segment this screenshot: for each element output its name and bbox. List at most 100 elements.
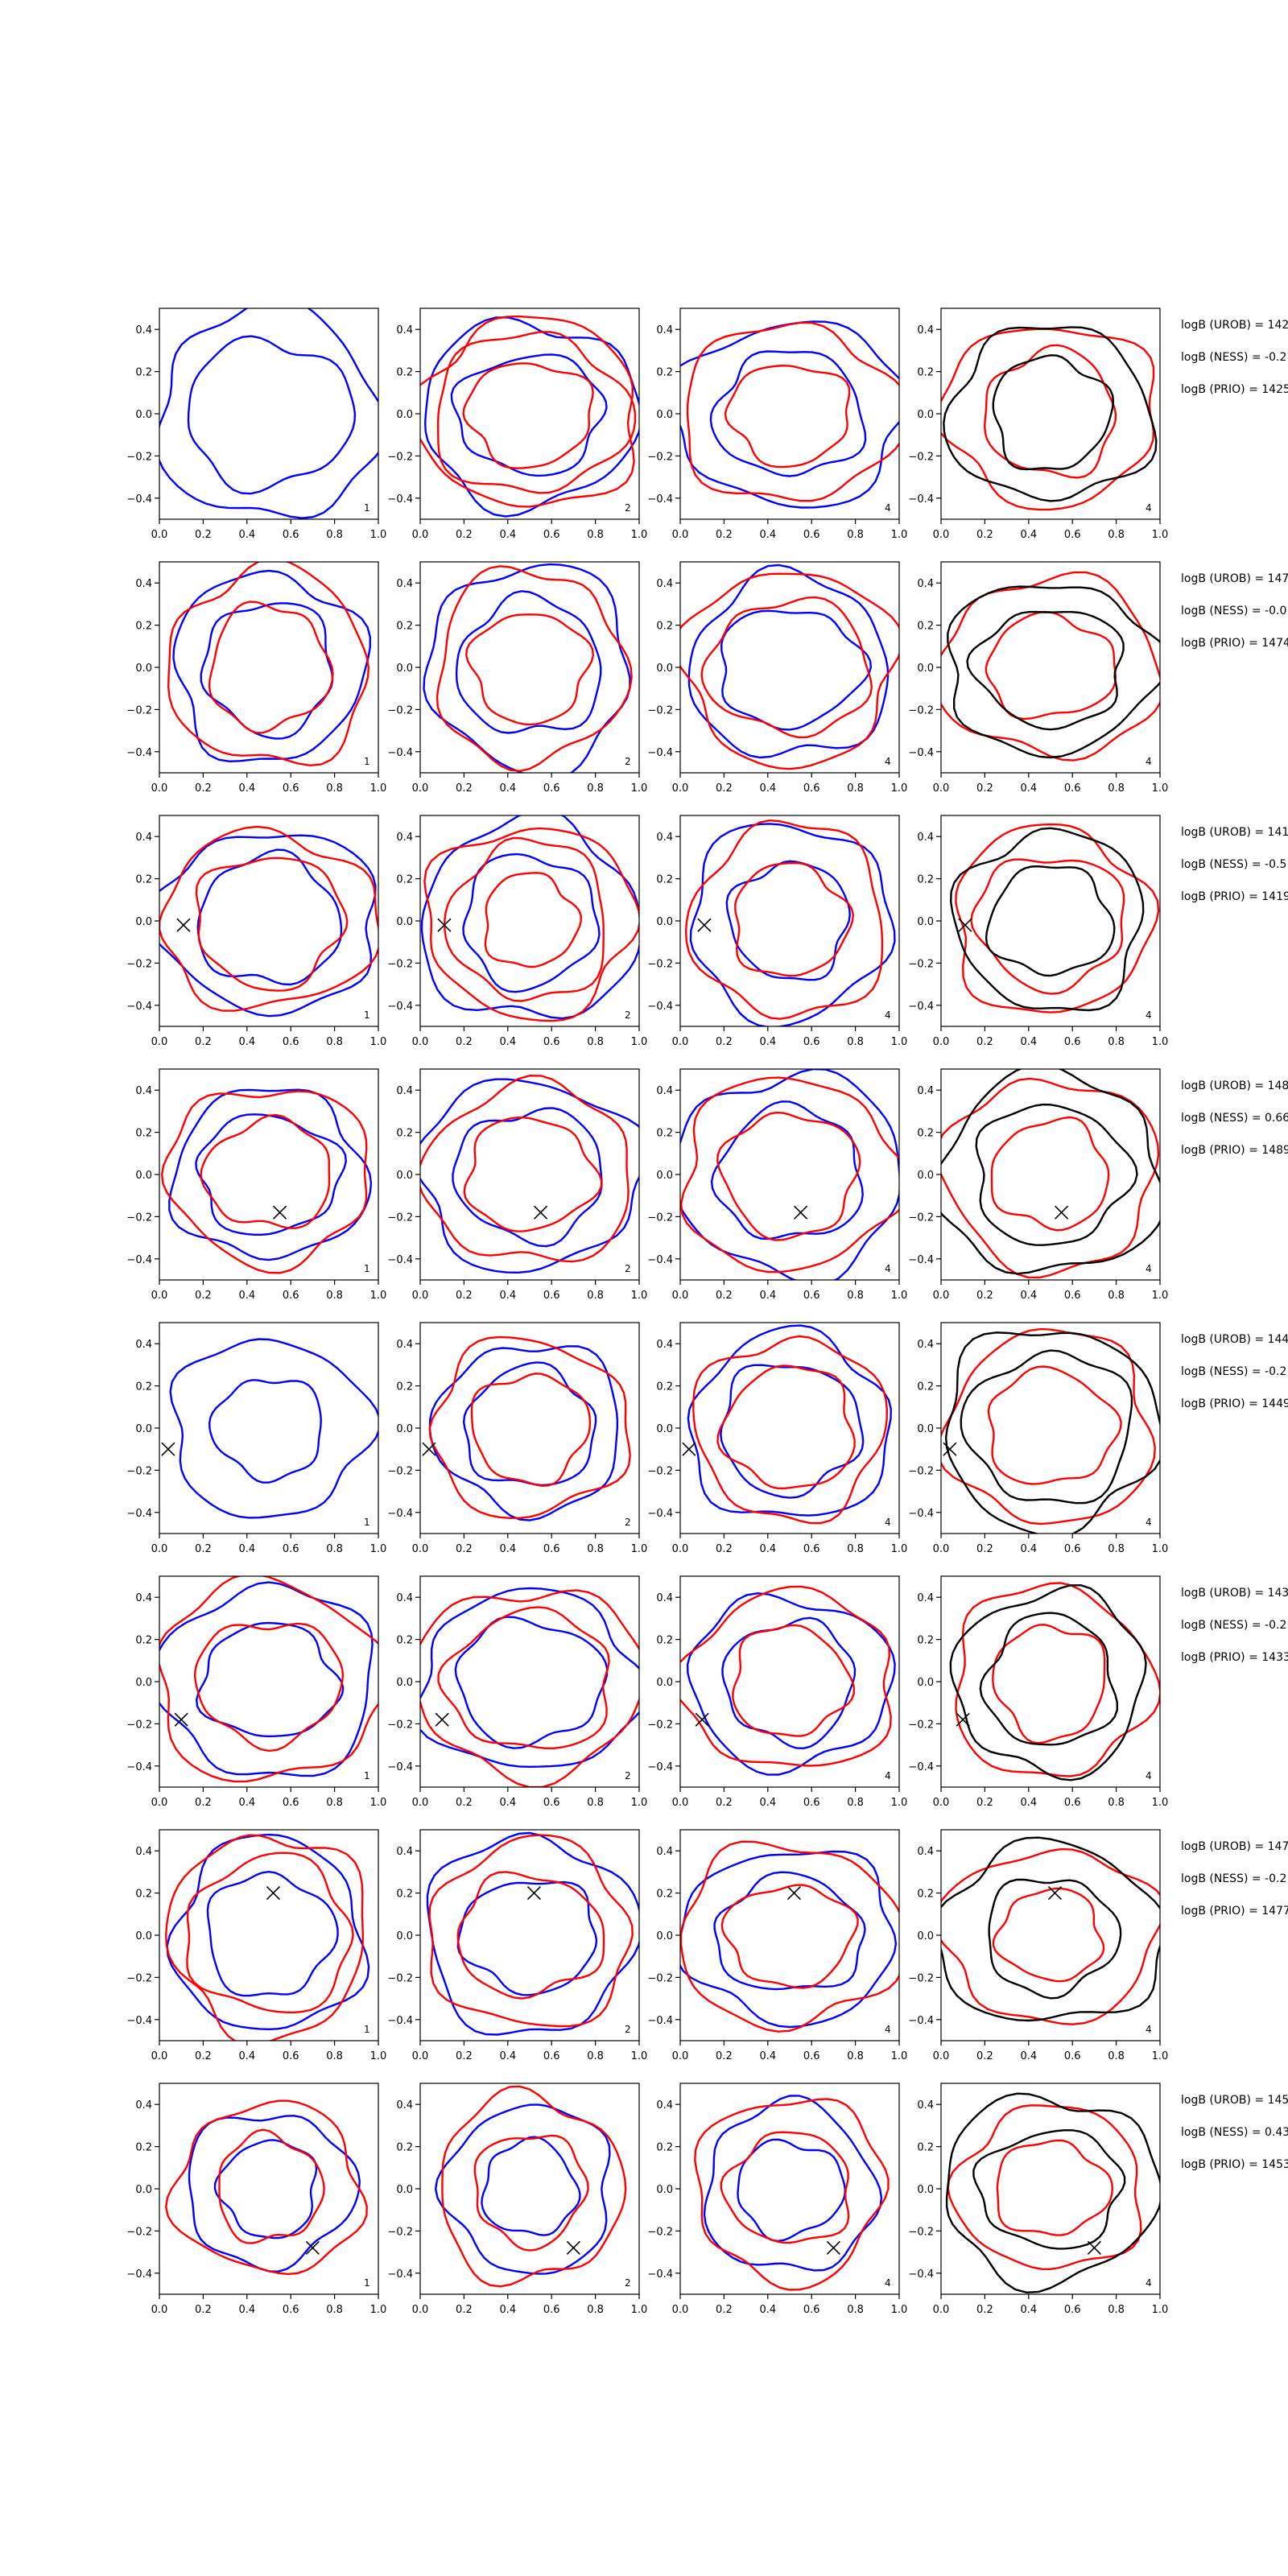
red-contour-1 (159, 1576, 378, 1783)
y-tick-label: −0.4 (126, 1254, 152, 1266)
x-tick-label: 0.2 (716, 2304, 733, 2316)
x-marker (422, 1442, 436, 1456)
panel-r4-c4: 0.0 0.2 0.4 0.6 0.8 1.0 0.4 0.2 0.0 −0.2 −0.4 4 (908, 1068, 1168, 1302)
x-tick-label: 1.0 (1152, 782, 1169, 795)
red-contour-1 (420, 1589, 639, 1787)
panel-index-label: 4 (1146, 2277, 1152, 2289)
x-tick-label: 1.0 (631, 1543, 648, 1555)
x-tick-label: 0.2 (716, 782, 733, 795)
x-tick-label: 0.4 (238, 1543, 255, 1555)
y-tick-label: 0.2 (135, 367, 152, 379)
x-tick-label: 0.6 (543, 1036, 560, 1048)
contour-group (426, 1831, 639, 2036)
blue-contour-2 (455, 590, 602, 734)
x-tick-label: 0.4 (499, 782, 516, 795)
blue-contour-2 (452, 1107, 603, 1248)
x-tick-label: 0.2 (456, 1290, 473, 1302)
y-tick-label: −0.2 (387, 1719, 413, 1731)
panel-index-label: 2 (625, 2024, 631, 2035)
x-tick-label: 0.8 (326, 2304, 343, 2316)
panel-index-label: 4 (885, 1009, 891, 1021)
x-tick-label: 1.0 (891, 1797, 908, 1809)
x-tick-label: 0.6 (803, 529, 820, 541)
panel-row-1: 0.0 0.2 0.4 0.6 0.8 1.00.40.20.0−0.2−0.410.0 0… (126, 308, 1288, 541)
y-tick-label: 0.0 (656, 1930, 673, 1942)
y-tick-label: −0.4 (387, 1508, 413, 1520)
y-tick-label: −0.4 (647, 1254, 673, 1266)
blue-contour-2 (721, 1616, 857, 1750)
x-tick-label: 0.4 (1020, 2304, 1037, 2316)
contour-group (680, 564, 899, 770)
red-contour-1 (692, 1335, 889, 1525)
x-tick-label: 0.6 (283, 2304, 299, 2316)
x-tick-label: 0.4 (238, 782, 255, 795)
x-marker-stroke (534, 1205, 548, 1220)
x-tick-label: 1.0 (370, 1797, 387, 1809)
x-tick-label: 0.4 (499, 2304, 516, 2316)
x-tick-label: 1.0 (370, 2304, 387, 2316)
panel-index-label: 4 (1146, 1009, 1152, 1021)
panel-index-label: 4 (885, 1263, 891, 1274)
x-tick-label: 0.6 (1064, 782, 1081, 795)
y-tick-label: 0.2 (396, 1635, 413, 1647)
y-tick-label: −0.2 (387, 1465, 413, 1477)
panel-r7-c2: 0.0 0.2 0.4 0.6 0.8 1.0 0.4 0.2 0.0 −0.2 −0.4 2 (387, 1829, 647, 2062)
y-tick-label: 0.2 (396, 367, 413, 379)
x-marker (161, 1442, 175, 1456)
y-tick-label: 0.4 (656, 832, 673, 844)
blue-contour-2 (725, 860, 851, 981)
x-tick-label: 0.2 (976, 1797, 993, 1809)
panel-index-label: 4 (885, 1770, 891, 1781)
x-tick-label: 0.0 (151, 1290, 168, 1302)
blue-contour-1 (680, 320, 899, 509)
x-tick-label: 1.0 (1152, 1036, 1169, 1048)
x-tick-label: 0.8 (1108, 2304, 1125, 2316)
bayes-factor-text: logB (PRIO) = 1433 (1181, 1651, 1288, 1664)
y-tick-label: −0.4 (908, 1254, 934, 1266)
y-tick-label: 0.4 (656, 1592, 673, 1604)
y-tick-label: 0.0 (656, 409, 673, 421)
contour-group (428, 1335, 631, 1521)
x-marker-stroke (794, 1205, 808, 1220)
red-contour-2 (463, 1116, 603, 1232)
x-tick-label: 0.2 (195, 1797, 212, 1809)
black-contour-2 (992, 354, 1115, 471)
x-tick-label: 0.6 (283, 529, 299, 541)
bayes-factor-text: logB (PRIO) = 1474 (1181, 637, 1288, 650)
blue-contour-2 (200, 602, 334, 740)
panel-r2-c4: 0.0 0.2 0.4 0.6 0.8 1.0 0.4 0.2 0.0 −0.2 −0.4 4 (908, 561, 1169, 795)
contour-group (169, 1338, 378, 1519)
red-contour-2 (970, 858, 1125, 995)
bayes-factor-text: logB (PRIO) = 1477 (1181, 1905, 1288, 1918)
y-tick-label: 0.0 (396, 1170, 413, 1182)
red-contour-2 (992, 1624, 1106, 1744)
blue-contour-2 (737, 2138, 846, 2243)
y-tick-label: 0.0 (135, 1423, 152, 1435)
x-marker-stroke (695, 1712, 709, 1727)
y-tick-label: 0.4 (135, 578, 152, 590)
y-tick-label: −0.2 (126, 1212, 152, 1224)
x-tick-label: 0.4 (759, 529, 776, 541)
panel-r6-c1: 0.0 0.2 0.4 0.6 0.8 1.0 0.4 0.2 0.0 −0.2 −0.4 1 (126, 1575, 387, 1809)
blue-contour-2 (195, 1113, 347, 1236)
x-tick-label: 0.2 (716, 1036, 733, 1048)
y-tick-label: −0.4 (126, 2015, 152, 2027)
axes-frame (159, 1068, 379, 1281)
y-tick-label: −0.4 (126, 1508, 152, 1520)
blue-contour-2 (462, 1361, 597, 1487)
red-contour-2 (724, 364, 851, 469)
y-tick-label: 0.4 (656, 1339, 673, 1351)
red-contour-2 (208, 601, 334, 734)
bayes-factor-text: logB (PRIO) = 1489 (1181, 1144, 1288, 1157)
x-tick-label: 1.0 (370, 1290, 387, 1302)
y-tick-label: −0.4 (126, 2268, 152, 2281)
contour-group (941, 1836, 1160, 2025)
x-tick-label: 0.4 (238, 2304, 255, 2316)
y-tick-label: −0.4 (647, 1001, 673, 1013)
y-tick-label: 0.0 (396, 1677, 413, 1689)
red-contour-3 (462, 362, 594, 469)
panel-r3-c3: 0.0 0.2 0.4 0.6 0.8 1.0 0.4 0.2 0.0 −0.2 −0.4 4 (647, 815, 907, 1048)
y-tick-label: 0.4 (656, 324, 673, 336)
y-tick-label: 0.4 (917, 1339, 934, 1351)
red-contour-1 (164, 2099, 368, 2276)
